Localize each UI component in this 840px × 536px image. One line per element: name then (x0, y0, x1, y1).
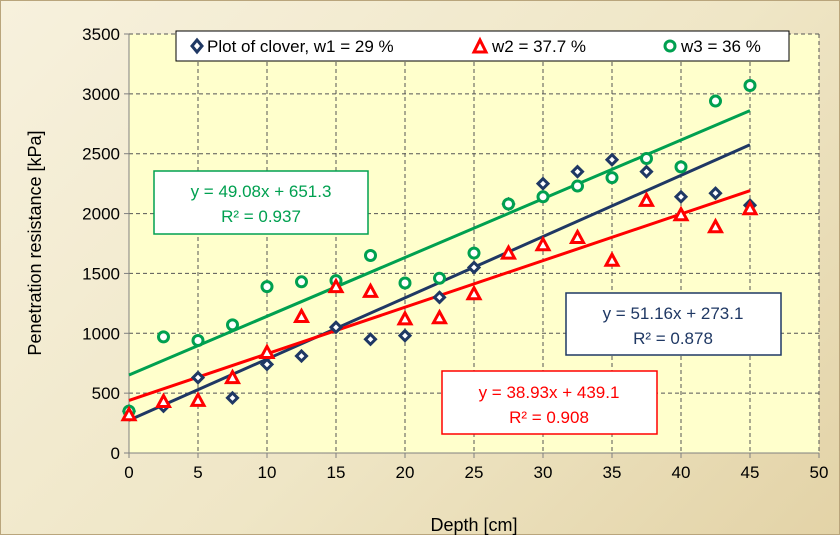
equation-box-w3: y = 49.08x + 651.3 R² = 0.937 (153, 170, 369, 235)
triangle-point (672, 205, 690, 222)
circle-point (605, 171, 619, 185)
y-tick-label: 1500 (82, 264, 120, 283)
x-tick-label: 5 (193, 463, 202, 482)
triangle-point (154, 392, 173, 409)
legend-label-w1: Plot of clover, w1 = 29 % (207, 37, 394, 56)
diamond-point (604, 152, 620, 167)
circle-point (433, 271, 446, 285)
triangle-point (361, 282, 380, 298)
x-tick-label: 0 (124, 463, 133, 482)
diamond-point (639, 164, 654, 179)
circle-point (398, 276, 412, 290)
triangle-point (292, 307, 311, 324)
y-tick-label: 2000 (82, 205, 120, 224)
diamond-point (328, 320, 344, 335)
circle-point (157, 330, 170, 344)
data-points (120, 78, 759, 422)
legend-circle-marker (663, 39, 677, 53)
circle-point (226, 318, 239, 332)
triangle-point (637, 191, 656, 207)
y-tick-label: 3500 (82, 25, 120, 44)
circle-point (364, 248, 377, 262)
equation-box-w2-frame (441, 370, 658, 435)
y-tick-labels: 0 500 1000 1500 2000 2500 3000 3500 (82, 25, 120, 463)
y-tick-label: 500 (92, 384, 120, 403)
circle-point (502, 197, 515, 211)
y-axis-title: Penetration resistance [kPa] (25, 130, 45, 355)
diamond-point (673, 189, 689, 204)
x-axis-title: Depth [cm] (430, 515, 517, 535)
circle-point (640, 152, 653, 166)
y-tick-label: 3000 (82, 85, 120, 104)
triangle-point (465, 284, 483, 301)
diamond-point (294, 348, 309, 364)
diamond-point (432, 290, 447, 305)
y-tick-label: 2500 (82, 145, 120, 164)
r2-w1: R² = 0.878 (633, 329, 713, 348)
x-tick-label: 15 (327, 463, 346, 482)
y-tick-label: 0 (111, 444, 120, 463)
equation-w2: y = 38.93x + 439.1 (479, 383, 620, 402)
x-tick-label: 20 (396, 463, 415, 482)
triangle-point (534, 235, 552, 252)
x-tick-label: 45 (741, 463, 760, 482)
circle-point (674, 160, 688, 174)
equation-w3: y = 49.08x + 651.3 (191, 182, 332, 201)
equation-w1: y = 51.16x + 273.1 (603, 304, 744, 323)
circle-point (571, 179, 584, 193)
triangle-point (706, 217, 725, 234)
triangle-point (189, 391, 207, 407)
x-tick-label: 50 (810, 463, 829, 482)
x-tick-label: 40 (672, 463, 691, 482)
legend-triangle-marker (471, 36, 489, 54)
legend-diamond-marker (190, 37, 204, 55)
equation-box-w3-frame (153, 170, 369, 235)
diamond-point (190, 370, 206, 385)
circle-point (467, 246, 481, 260)
equation-box-w1-frame (565, 292, 782, 356)
x-tick-label: 30 (534, 463, 553, 482)
diamond-point (708, 186, 723, 201)
circle-point (743, 78, 757, 92)
triangle-point (499, 243, 518, 260)
y-tick-label: 1000 (82, 324, 120, 343)
legend-label-w3: w3 = 36 % (680, 37, 761, 56)
triangle-point (430, 308, 449, 325)
diamond-point (259, 357, 275, 372)
diamond-point (535, 176, 551, 191)
triangle-point (741, 199, 759, 216)
diamond-point (466, 260, 482, 275)
r2-w2: R² = 0.908 (509, 408, 589, 427)
triangle-point (120, 405, 138, 422)
legend-label-w2: w2 = 37.7 % (491, 37, 586, 56)
circle-point (709, 94, 722, 108)
x-tick-label: 10 (258, 463, 277, 482)
x-tick-label: 25 (465, 463, 484, 482)
legend: Plot of clover, w1 = 29 % w2 = 37.7 % w3… (175, 30, 790, 62)
equation-box-w1: y = 51.16x + 273.1 R² = 0.878 (565, 292, 782, 356)
circle-point (191, 333, 205, 347)
diamond-point (363, 332, 378, 347)
diamond-point (570, 164, 585, 179)
circle-point (536, 190, 550, 204)
x-tick-labels: 0 5 10 15 20 25 30 35 40 45 50 (124, 463, 828, 482)
triangle-point (258, 343, 276, 359)
triangle-point (223, 368, 242, 385)
r2-w3: R² = 0.937 (221, 207, 301, 226)
diamond-point (225, 390, 240, 406)
triangle-point (568, 228, 587, 245)
triangle-point (603, 251, 621, 267)
circle-point (295, 275, 308, 289)
triangle-point (327, 277, 345, 294)
circle-point (260, 280, 274, 294)
diamond-point (397, 328, 413, 343)
x-tick-label: 35 (603, 463, 622, 482)
equation-box-w2: y = 38.93x + 439.1 R² = 0.908 (441, 370, 658, 435)
triangle-point (396, 309, 414, 326)
